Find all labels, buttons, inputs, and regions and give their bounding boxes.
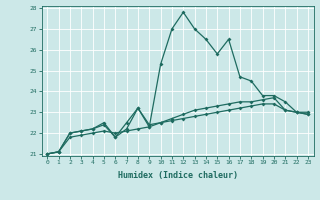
X-axis label: Humidex (Indice chaleur): Humidex (Indice chaleur) [118,171,237,180]
